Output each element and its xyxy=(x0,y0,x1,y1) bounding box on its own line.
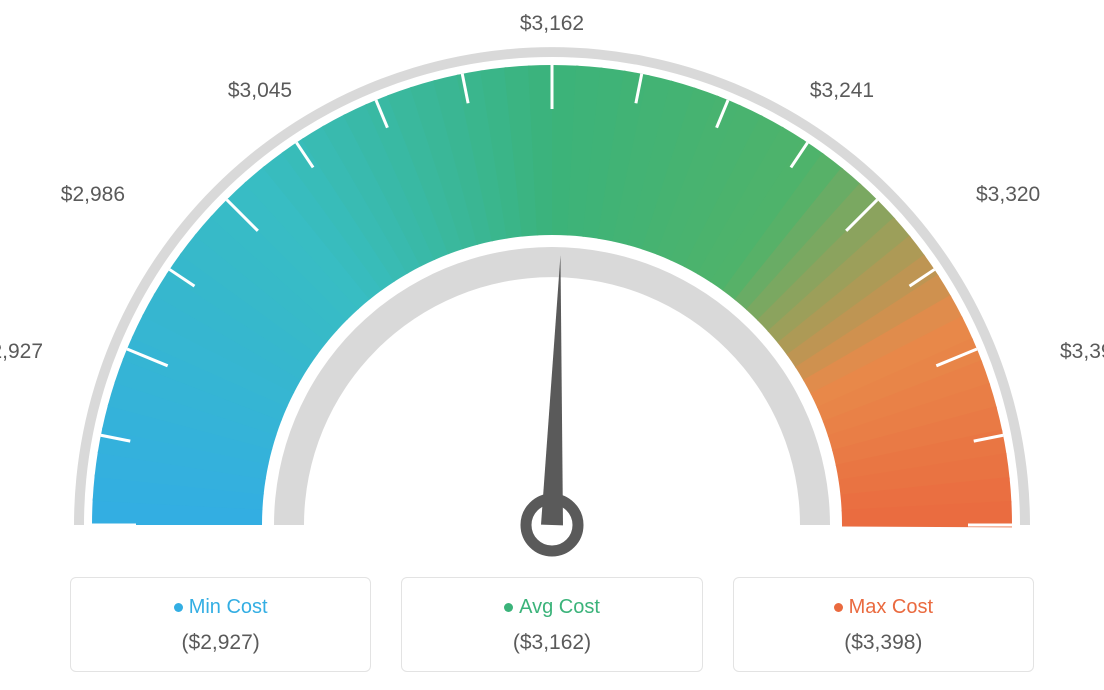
min-cost-card: Min Cost ($2,927) xyxy=(70,577,371,672)
avg-cost-title-text: Avg Cost xyxy=(519,596,600,618)
avg-cost-value: ($3,162) xyxy=(412,631,691,655)
gauge-tick-label: $3,045 xyxy=(228,79,292,103)
min-cost-value: ($2,927) xyxy=(81,631,360,655)
max-cost-value: ($3,398) xyxy=(744,631,1023,655)
max-cost-title-text: Max Cost xyxy=(849,596,933,618)
avg-dot-icon xyxy=(504,603,513,612)
gauge-tick-label: $3,162 xyxy=(520,12,584,36)
min-cost-title-text: Min Cost xyxy=(189,596,268,618)
gauge-tick-label: $2,986 xyxy=(61,183,125,207)
max-dot-icon xyxy=(834,603,843,612)
avg-cost-title: Avg Cost xyxy=(412,596,691,619)
gauge-tick-label: $3,398 xyxy=(1060,340,1104,364)
gauge-chart-container: $2,927 $2,986 $3,045 $3,162 $3,241 $3,320 $3,3… xyxy=(0,0,1104,690)
max-cost-card: Max Cost ($3,398) xyxy=(733,577,1034,672)
min-dot-icon xyxy=(174,603,183,612)
gauge-tick-label: $3,320 xyxy=(976,183,1040,207)
gauge-svg xyxy=(0,0,1104,560)
avg-cost-card: Avg Cost ($3,162) xyxy=(401,577,702,672)
summary-cards: Min Cost ($2,927) Avg Cost ($3,162) Max … xyxy=(70,577,1034,672)
gauge-tick-label: $2,927 xyxy=(0,340,43,364)
max-cost-title: Max Cost xyxy=(744,596,1023,619)
gauge-tick-label: $3,241 xyxy=(810,79,874,103)
gauge-area: $2,927 $2,986 $3,045 $3,162 $3,241 $3,320 $3,3… xyxy=(0,0,1104,560)
min-cost-title: Min Cost xyxy=(81,596,360,619)
